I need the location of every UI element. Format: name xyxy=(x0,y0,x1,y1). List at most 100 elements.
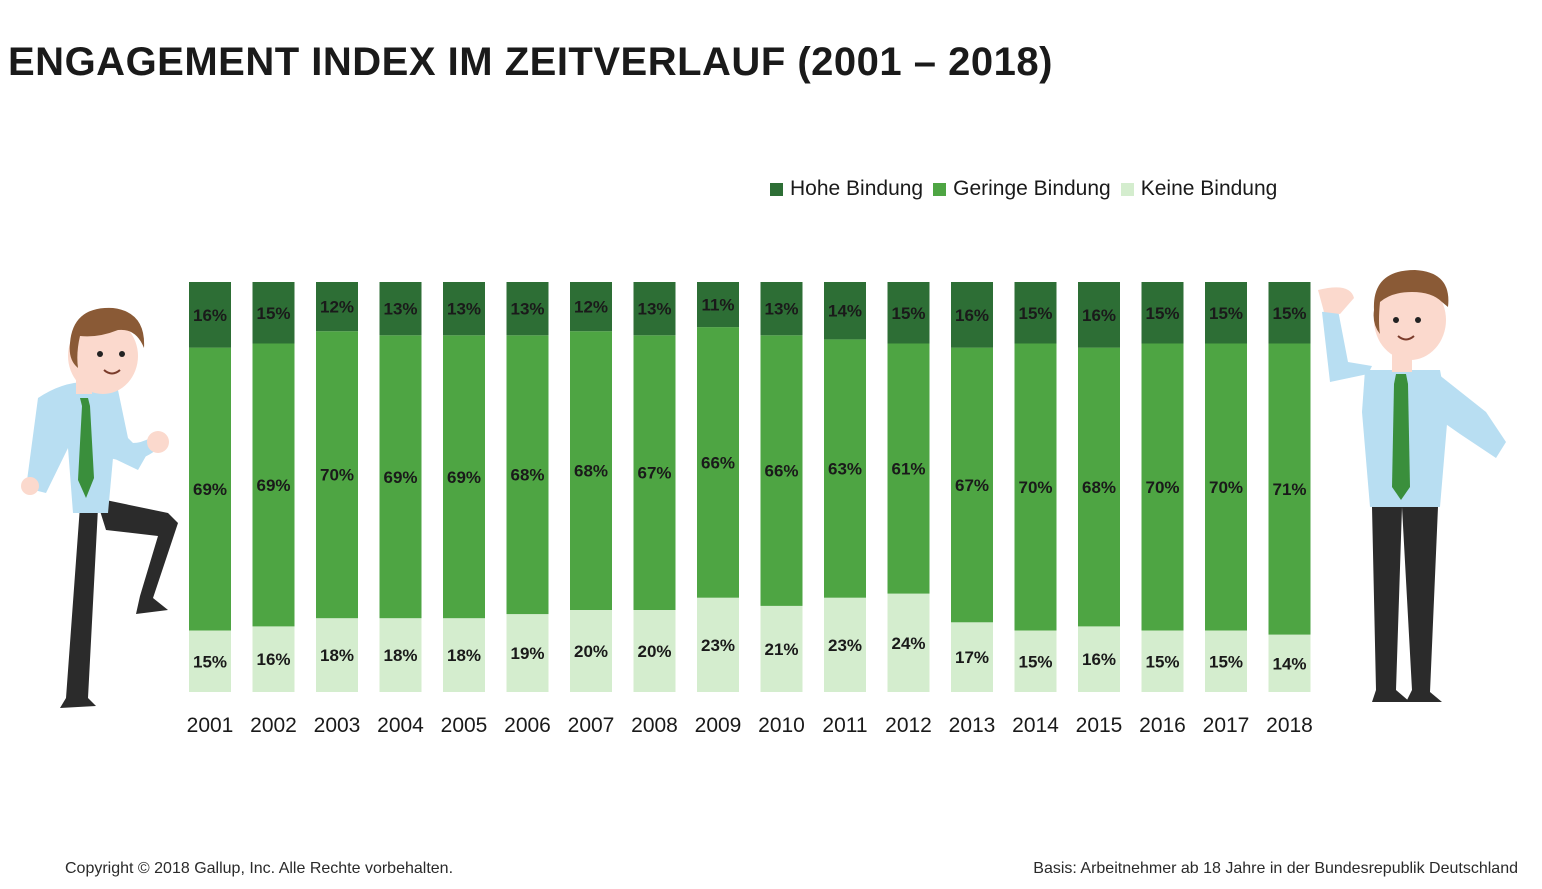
data-label-keine-bindung-2003: 18% xyxy=(320,646,354,665)
chart-legend: Hohe Bindung Geringe Bindung Keine Bindu… xyxy=(770,177,1287,201)
legend-label-keine-bindung: Keine Bindung xyxy=(1140,177,1278,200)
bar-segment-geringe-bindung-2014 xyxy=(1014,343,1057,631)
bar-segment-hohe-bindung-2014 xyxy=(1014,282,1057,344)
data-label-geringe-bindung-2009: 66% xyxy=(701,453,735,472)
data-label-hohe-bindung-2012: 15% xyxy=(891,304,925,323)
bar-segment-geringe-bindung-2005 xyxy=(443,335,485,619)
x-tick-label-2018: 2018 xyxy=(1266,714,1313,737)
data-label-keine-bindung-2004: 18% xyxy=(383,646,417,665)
bar-segment-hohe-bindung-2002 xyxy=(252,282,295,344)
data-label-hohe-bindung-2001: 16% xyxy=(193,306,227,325)
bar-segment-keine-bindung-2012 xyxy=(887,593,930,692)
data-label-geringe-bindung-2012: 61% xyxy=(891,460,925,479)
data-label-keine-bindung-2001: 15% xyxy=(193,652,227,671)
bar-segment-keine-bindung-2016 xyxy=(1141,630,1184,692)
bar-segment-geringe-bindung-2009 xyxy=(697,327,739,598)
x-tick-label-2004: 2004 xyxy=(377,714,424,737)
x-tick-label-2013: 2013 xyxy=(949,714,996,737)
data-label-geringe-bindung-2005: 69% xyxy=(447,468,481,487)
bar-segment-keine-bindung-2003 xyxy=(316,618,358,692)
data-label-geringe-bindung-2001: 69% xyxy=(193,480,227,499)
bar-segment-geringe-bindung-2006 xyxy=(506,335,549,615)
bar-segment-keine-bindung-2004 xyxy=(379,618,422,692)
bar-segment-geringe-bindung-2002 xyxy=(252,343,295,627)
bar-group-2007: 20% 68% 12% 2007 xyxy=(568,282,614,737)
legend-item-keine-bindung: Keine Bindung xyxy=(1120,177,1278,201)
data-label-hohe-bindung-2013: 16% xyxy=(955,306,989,325)
data-label-hohe-bindung-2018: 15% xyxy=(1272,304,1306,323)
bar-segment-keine-bindung-2005 xyxy=(443,618,485,692)
data-label-hohe-bindung-2004: 13% xyxy=(383,300,417,319)
bar-segment-keine-bindung-2006 xyxy=(506,614,549,692)
bar-group-2015: 16% 68% 16% 2015 xyxy=(1076,282,1123,737)
data-label-hohe-bindung-2015: 16% xyxy=(1082,306,1116,325)
x-tick-label-2005: 2005 xyxy=(441,714,488,737)
bar-segment-hohe-bindung-2013 xyxy=(951,282,993,348)
bar-group-2006: 19% 68% 13% 2006 xyxy=(504,282,551,737)
bar-group-2014: 15% 70% 15% 2014 xyxy=(1012,282,1059,737)
legend-swatch-hohe-bindung xyxy=(770,182,783,196)
bar-segment-geringe-bindung-2008 xyxy=(633,335,676,610)
data-label-hohe-bindung-2008: 13% xyxy=(637,300,671,319)
bar-segment-keine-bindung-2008 xyxy=(633,610,676,692)
bar-group-2012: 24% 61% 15% 2012 xyxy=(885,282,932,737)
bar-group-2010: 21% 66% 13% 2010 xyxy=(758,282,805,737)
bar-segment-geringe-bindung-2007 xyxy=(570,331,612,610)
legend-item-hohe-bindung: Hohe Bindung xyxy=(770,177,923,201)
data-label-keine-bindung-2018: 14% xyxy=(1272,654,1306,673)
data-label-hohe-bindung-2005: 13% xyxy=(447,300,481,319)
bar-segment-hohe-bindung-2018 xyxy=(1268,282,1311,344)
x-tick-label-2009: 2009 xyxy=(695,714,742,737)
bar-segment-keine-bindung-2011 xyxy=(824,597,866,692)
bar-group-2005: 18% 69% 13% 2005 xyxy=(441,282,488,737)
data-label-geringe-bindung-2015: 68% xyxy=(1082,478,1116,497)
x-tick-label-2003: 2003 xyxy=(314,714,361,737)
bar-group-2001: 15% 69% 16% 2001 xyxy=(187,282,234,737)
data-label-hohe-bindung-2007: 12% xyxy=(574,298,608,317)
bar-segment-geringe-bindung-2017 xyxy=(1205,343,1247,631)
bar-segment-hohe-bindung-2010 xyxy=(760,282,803,336)
bar-group-2017: 15% 70% 15% 2017 xyxy=(1203,282,1250,737)
x-tick-label-2016: 2016 xyxy=(1139,714,1186,737)
x-tick-label-2017: 2017 xyxy=(1203,714,1250,737)
bar-group-2008: 20% 67% 13% 2008 xyxy=(631,282,678,737)
data-label-keine-bindung-2005: 18% xyxy=(447,646,481,665)
bar-segment-hohe-bindung-2008 xyxy=(633,282,676,336)
x-tick-label-2010: 2010 xyxy=(758,714,805,737)
data-label-keine-bindung-2007: 20% xyxy=(574,642,608,661)
bar-group-2004: 18% 69% 13% 2004 xyxy=(377,282,424,737)
data-label-keine-bindung-2016: 15% xyxy=(1145,652,1179,671)
legend-swatch-geringe-bindung xyxy=(933,182,947,196)
x-tick-label-2001: 2001 xyxy=(187,714,234,737)
bar-segment-geringe-bindung-2018 xyxy=(1268,343,1311,635)
bar-segment-keine-bindung-2001 xyxy=(189,630,231,692)
bar-segment-hohe-bindung-2005 xyxy=(443,282,485,336)
bar-segment-geringe-bindung-2011 xyxy=(824,339,866,598)
bar-group-2013: 17% 67% 16% 2013 xyxy=(949,282,996,737)
bar-segment-keine-bindung-2014 xyxy=(1014,630,1057,692)
bar-segment-hohe-bindung-2017 xyxy=(1205,282,1247,344)
data-label-geringe-bindung-2008: 67% xyxy=(637,464,671,483)
x-tick-label-2006: 2006 xyxy=(504,714,551,737)
bar-segment-hohe-bindung-2012 xyxy=(887,282,930,344)
bar-group-2016: 15% 70% 15% 2016 xyxy=(1139,282,1186,737)
bar-segment-keine-bindung-2002 xyxy=(252,626,295,692)
x-tick-label-2015: 2015 xyxy=(1076,714,1123,737)
data-label-keine-bindung-2011: 23% xyxy=(828,636,862,655)
bar-segment-hohe-bindung-2001 xyxy=(189,282,231,348)
data-label-hohe-bindung-2006: 13% xyxy=(510,300,544,319)
bar-segment-hohe-bindung-2015 xyxy=(1078,282,1120,348)
data-label-geringe-bindung-2010: 66% xyxy=(764,462,798,481)
businessman-left-illustration xyxy=(21,307,178,708)
legend-swatch-keine-bindung xyxy=(1120,182,1134,196)
data-label-hohe-bindung-2003: 12% xyxy=(320,298,354,317)
bar-segment-keine-bindung-2013 xyxy=(951,622,993,692)
data-label-hohe-bindung-2016: 15% xyxy=(1145,304,1179,323)
bar-segment-hohe-bindung-2006 xyxy=(506,282,549,336)
bar-segment-hohe-bindung-2009 xyxy=(697,282,739,328)
data-label-keine-bindung-2013: 17% xyxy=(955,648,989,667)
x-tick-label-2012: 2012 xyxy=(885,714,932,737)
data-label-hohe-bindung-2017: 15% xyxy=(1209,304,1243,323)
data-label-keine-bindung-2015: 16% xyxy=(1082,650,1116,669)
bar-segment-keine-bindung-2017 xyxy=(1205,630,1247,692)
